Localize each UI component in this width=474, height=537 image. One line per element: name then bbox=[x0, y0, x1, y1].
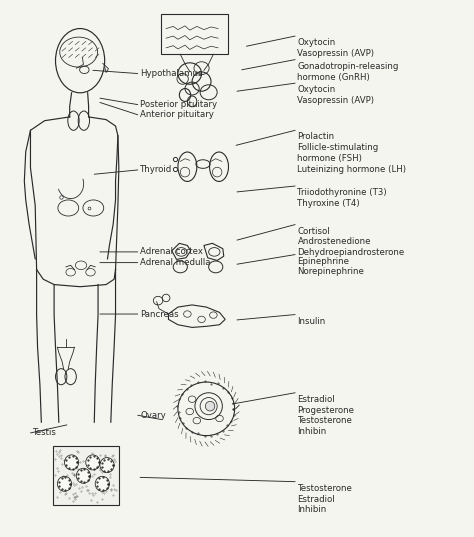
Text: Oxytocin
Vasopressin (AVP): Oxytocin Vasopressin (AVP) bbox=[298, 85, 374, 105]
Text: Gonadotropin-releasing
hormone (GnRH): Gonadotropin-releasing hormone (GnRH) bbox=[298, 62, 399, 82]
Ellipse shape bbox=[57, 476, 72, 491]
Ellipse shape bbox=[64, 455, 79, 470]
Text: Estradiol
Progesterone
Testosterone
Inhibin: Estradiol Progesterone Testosterone Inhi… bbox=[298, 395, 355, 436]
Text: Hypothalamus: Hypothalamus bbox=[140, 69, 202, 78]
Ellipse shape bbox=[55, 28, 105, 93]
Ellipse shape bbox=[210, 152, 228, 182]
Text: Pancreas: Pancreas bbox=[140, 309, 179, 318]
Text: Ovary: Ovary bbox=[140, 411, 166, 420]
Text: Epinephrine
Norepinephrine: Epinephrine Norepinephrine bbox=[298, 257, 365, 277]
Ellipse shape bbox=[60, 37, 98, 67]
Ellipse shape bbox=[209, 261, 223, 273]
Text: Oxytocin
Vasopressin (AVP): Oxytocin Vasopressin (AVP) bbox=[298, 38, 374, 58]
Text: Insulin: Insulin bbox=[298, 317, 326, 326]
Text: Adrenal cortex: Adrenal cortex bbox=[140, 248, 203, 256]
Text: Testosterone
Estradiol
Inhibin: Testosterone Estradiol Inhibin bbox=[298, 484, 352, 514]
Text: Posterior pituitary: Posterior pituitary bbox=[140, 100, 217, 109]
FancyBboxPatch shape bbox=[53, 446, 119, 505]
Text: Prolactin
Follicle-stimulating
hormone (FSH)
Luteinizing hormone (LH): Prolactin Follicle-stimulating hormone (… bbox=[298, 133, 407, 173]
Text: Anterior pituitary: Anterior pituitary bbox=[140, 110, 214, 119]
Ellipse shape bbox=[195, 393, 222, 419]
Ellipse shape bbox=[200, 397, 217, 415]
Polygon shape bbox=[172, 243, 191, 259]
Ellipse shape bbox=[178, 152, 197, 182]
Text: Thyroid: Thyroid bbox=[140, 165, 173, 175]
Ellipse shape bbox=[205, 401, 215, 411]
Polygon shape bbox=[168, 305, 225, 328]
Ellipse shape bbox=[76, 468, 91, 483]
Text: Triiodothyronine (T3)
Thyroxine (T4): Triiodothyronine (T3) Thyroxine (T4) bbox=[298, 188, 387, 208]
Ellipse shape bbox=[178, 382, 235, 436]
Text: Cortisol
Androstenedione
Dehydroepiandrosterone: Cortisol Androstenedione Dehydroepiandro… bbox=[298, 227, 405, 257]
Text: Testis: Testis bbox=[33, 429, 57, 438]
Ellipse shape bbox=[173, 261, 187, 273]
Ellipse shape bbox=[86, 455, 100, 470]
Ellipse shape bbox=[100, 458, 114, 473]
Polygon shape bbox=[204, 243, 224, 260]
Text: Adrenal medulla: Adrenal medulla bbox=[140, 258, 210, 267]
FancyBboxPatch shape bbox=[161, 14, 228, 54]
Ellipse shape bbox=[95, 476, 109, 491]
